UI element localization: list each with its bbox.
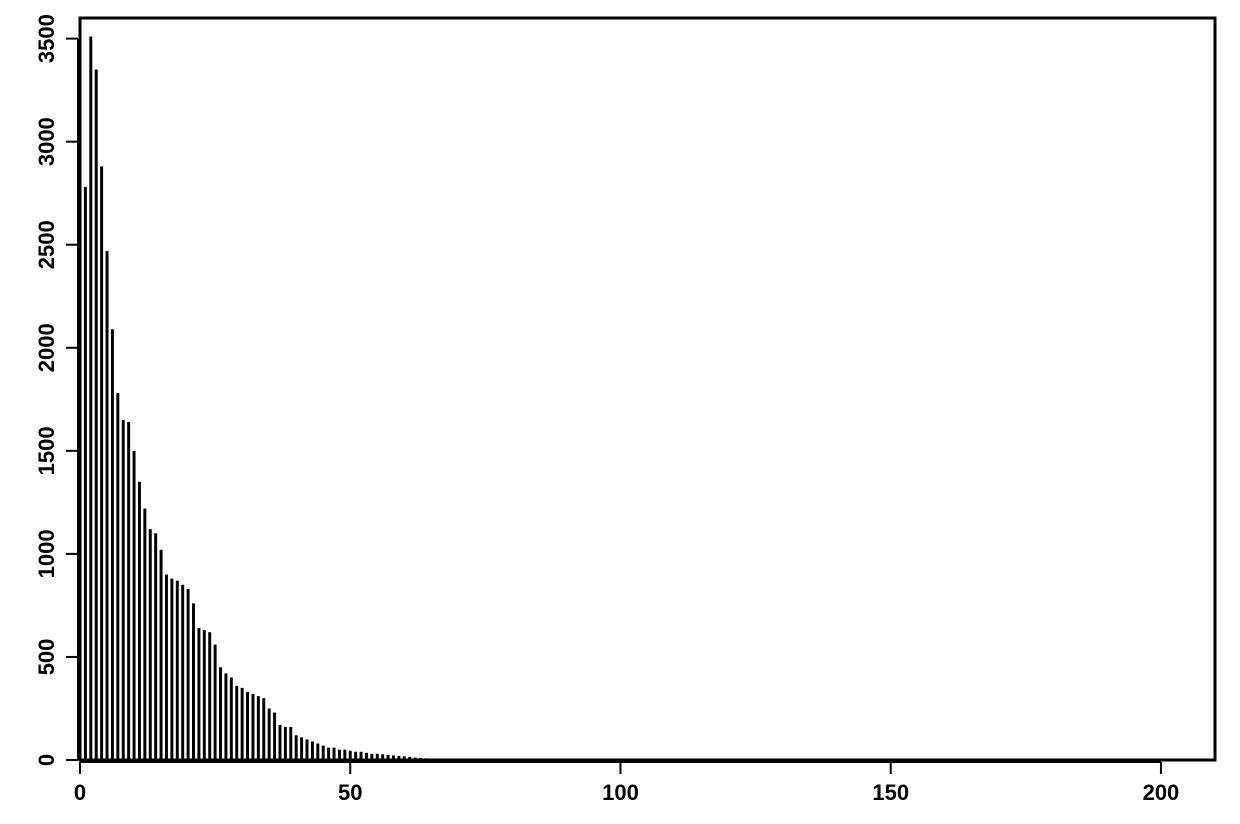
histogram-bar <box>176 581 179 760</box>
histogram-bar <box>154 533 157 760</box>
histogram-bar <box>333 748 336 760</box>
histogram-bar <box>289 727 292 760</box>
x-tick-label: 50 <box>338 780 362 805</box>
histogram-bar <box>187 589 190 760</box>
y-tick-label: 3000 <box>34 117 59 166</box>
histogram-bar <box>219 667 222 760</box>
histogram-bar <box>241 688 244 760</box>
histogram-bar <box>95 70 98 760</box>
histogram-bar <box>284 727 287 760</box>
histogram-bar <box>343 750 346 760</box>
histogram-bar <box>116 393 119 760</box>
histogram-bar <box>327 748 330 760</box>
y-tick-label: 1500 <box>34 426 59 475</box>
histogram-bar <box>106 251 109 760</box>
histogram-bar <box>89 37 92 760</box>
y-tick-label: 1000 <box>34 529 59 578</box>
x-tick-label: 150 <box>872 780 909 805</box>
histogram-bar <box>262 698 265 760</box>
x-tick-label: 0 <box>74 780 86 805</box>
histogram-bar <box>208 632 211 760</box>
histogram-bar <box>316 744 319 760</box>
histogram-bar <box>127 422 130 760</box>
histogram-bar <box>295 735 298 760</box>
histogram-bar <box>306 739 309 760</box>
histogram-bar <box>111 329 114 760</box>
y-tick-label: 2500 <box>34 220 59 269</box>
histogram-bar <box>84 187 87 760</box>
y-tick-label: 500 <box>34 639 59 676</box>
histogram-bar <box>322 746 325 760</box>
histogram-bar <box>197 628 200 760</box>
histogram-bar <box>138 482 141 760</box>
x-tick-label: 200 <box>1143 780 1180 805</box>
histogram-bar <box>251 694 254 760</box>
histogram-bar <box>170 579 173 760</box>
histogram-bar <box>278 725 281 760</box>
histogram-bar <box>338 750 341 760</box>
histogram-bar <box>214 645 217 760</box>
histogram-bar <box>203 630 206 760</box>
y-tick-label: 3500 <box>34 14 59 63</box>
histogram-bar <box>192 603 195 760</box>
histogram-bar <box>257 696 260 760</box>
histogram-bar <box>122 420 125 760</box>
histogram-bar <box>300 737 303 760</box>
histogram-bar <box>311 741 314 760</box>
histogram-bar <box>246 692 249 760</box>
y-tick-label: 0 <box>34 754 59 766</box>
histogram-bar <box>100 166 103 760</box>
histogram-bar <box>224 673 227 760</box>
histogram-chart: 0501001502000500100015002000250030003500 <box>0 0 1240 824</box>
histogram-bar <box>230 678 233 760</box>
histogram-bar <box>181 585 184 760</box>
chart-svg: 0501001502000500100015002000250030003500 <box>0 0 1240 824</box>
histogram-bar <box>273 713 276 760</box>
histogram-bar <box>160 550 163 760</box>
y-tick-label: 2000 <box>34 323 59 372</box>
histogram-bar <box>143 509 146 760</box>
histogram-bar <box>165 575 168 761</box>
histogram-bar <box>268 708 271 760</box>
histogram-bar <box>235 686 238 760</box>
histogram-bar <box>133 451 136 760</box>
x-tick-label: 100 <box>602 780 639 805</box>
histogram-bar <box>149 529 152 760</box>
